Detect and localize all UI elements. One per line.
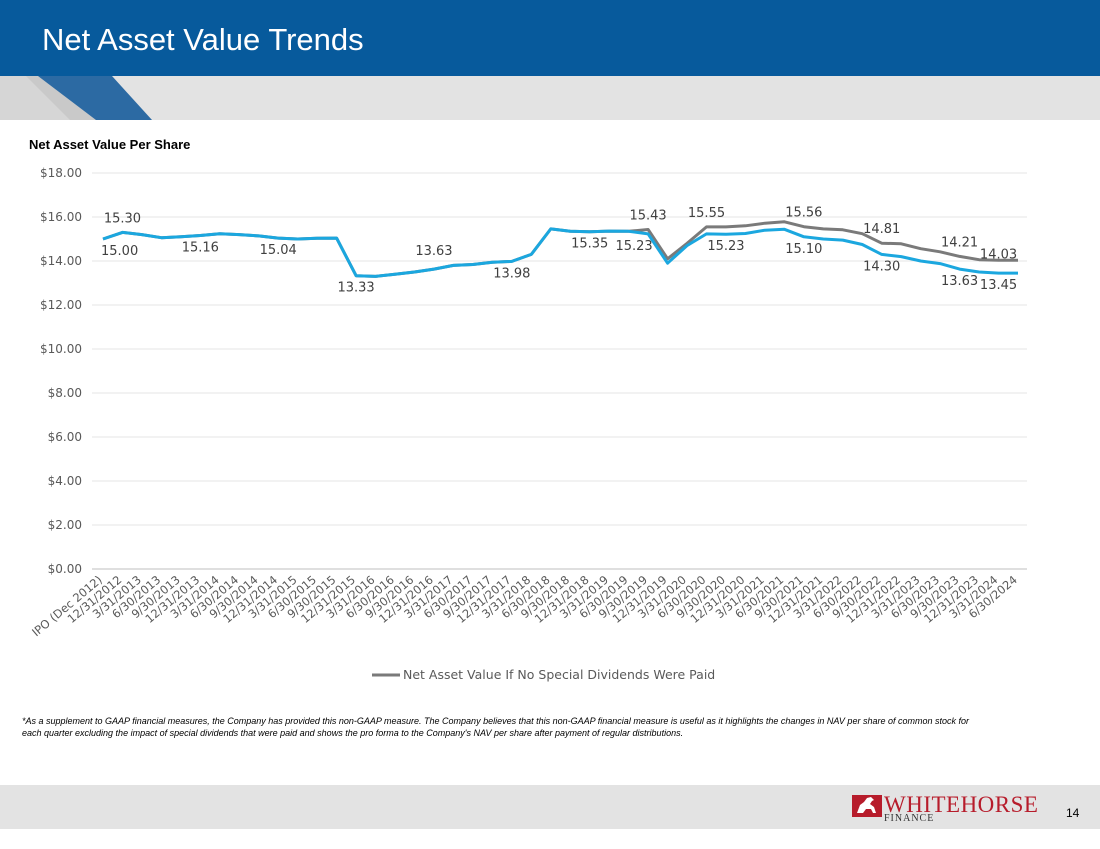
y-tick-label: $4.00 [48,474,82,488]
header-triangle-lighter [0,74,70,120]
data-label: 15.23 [707,239,744,254]
data-label: 15.00 [101,244,138,259]
data-label: 14.81 [863,222,900,237]
data-label: 15.30 [104,211,141,226]
data-label: 13.98 [493,266,530,281]
data-label: 14.03 [980,247,1017,262]
data-label: 14.21 [941,235,978,250]
legend-label: Net Asset Value If No Special Dividends … [403,667,715,682]
footnote: *As a supplement to GAAP financial measu… [22,716,969,738]
y-tick-label: $10.00 [40,342,82,356]
data-label: 13.33 [337,281,374,296]
data-label: 13.45 [980,278,1017,293]
data-label: 15.10 [785,242,822,257]
page-number: 14 [1066,806,1080,820]
y-tick-label: $2.00 [48,518,82,532]
logo-subtitle: FINANCE [884,813,935,824]
data-label: 14.30 [863,259,900,274]
data-label: 15.04 [260,243,297,258]
data-label: 15.55 [688,206,725,221]
header-graphic [0,0,1100,120]
y-tick-label: $6.00 [48,430,82,444]
y-tick-label: $8.00 [48,386,82,400]
header-blue-bar [0,0,1100,76]
data-label: 15.23 [615,239,652,254]
series-line-nav [102,227,1018,278]
data-label: 13.63 [941,274,978,289]
y-tick-label: $0.00 [48,562,82,576]
data-label: 15.35 [571,237,608,252]
y-tick-label: $18.00 [40,166,82,180]
chart-title: Net Asset Value Per Share [29,137,191,152]
slide-title: Net Asset Value Trends [42,22,364,57]
data-label: 15.43 [629,209,666,224]
y-tick-label: $14.00 [40,254,82,268]
logo-name: WHITEHORSE [884,792,1039,817]
data-label: 13.63 [415,244,452,259]
data-label: 15.56 [785,206,822,221]
y-tick-label: $16.00 [40,210,82,224]
nav-line-chart: $0.00 $2.00 $4.00 $6.00 $8.00 $10.00 $12.00 $14… [29,166,1027,682]
whitehorse-logo: WHITEHORSE FINANCE [852,792,1039,824]
horse-emblem-icon [852,795,882,817]
header-diagonal-accent [38,76,152,120]
data-label: 15.16 [182,240,219,255]
footer-band [0,785,1100,829]
y-tick-label: $12.00 [40,298,82,312]
header-band: Net Asset Value Trends [0,0,1100,120]
